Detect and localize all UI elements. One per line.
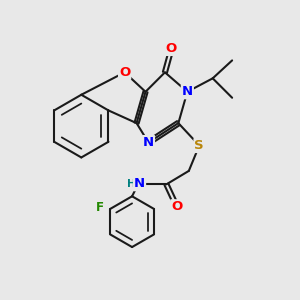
Text: O: O <box>166 42 177 55</box>
Text: H: H <box>127 179 136 189</box>
Text: O: O <box>171 200 182 213</box>
Text: N: N <box>182 85 193 98</box>
Text: N: N <box>143 136 154 149</box>
Text: F: F <box>96 201 104 214</box>
Text: N: N <box>134 177 145 190</box>
Text: O: O <box>119 66 130 79</box>
Text: S: S <box>194 139 204 152</box>
